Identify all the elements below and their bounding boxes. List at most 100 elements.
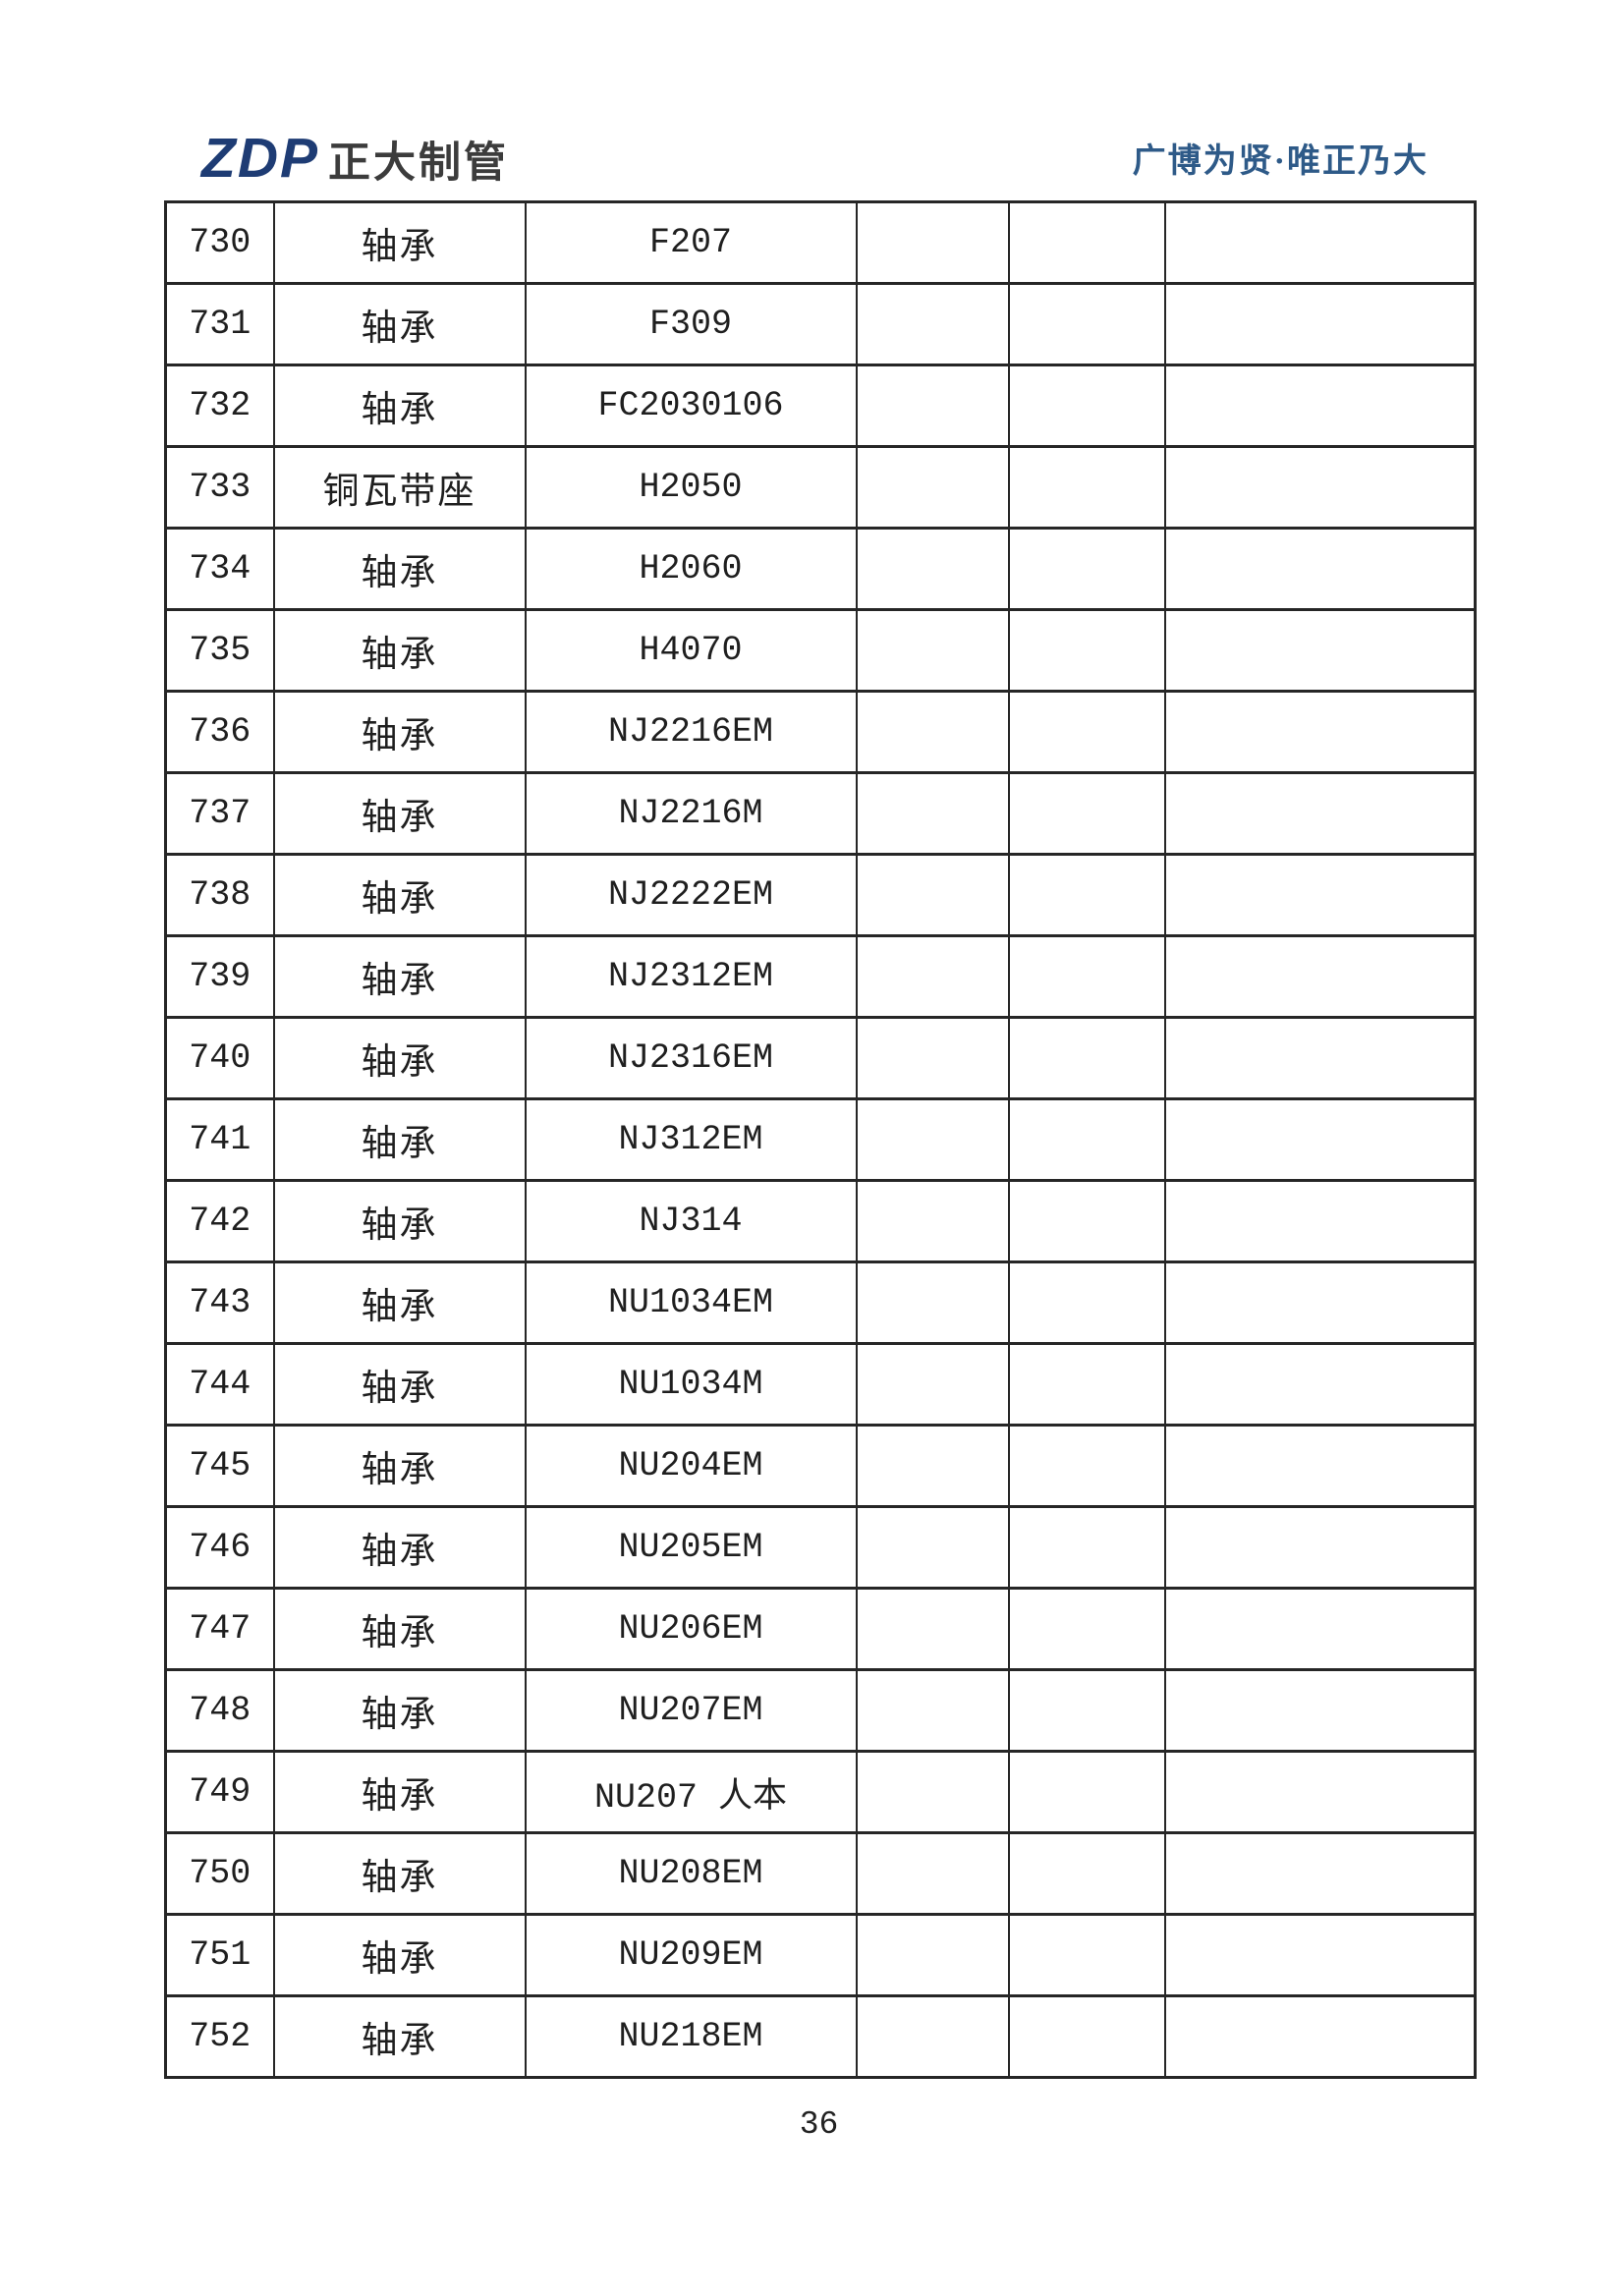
table-cell-item-name: 轴承	[272, 201, 526, 285]
table-cell-empty-col-3	[1163, 772, 1476, 856]
table-cell-item-name: 轴承	[272, 1751, 526, 1834]
table-cell-item-name: 轴承	[272, 1506, 526, 1590]
table-cell-empty-col-1	[855, 1425, 1009, 1508]
table-cell-empty-col-1	[855, 691, 1009, 774]
table-cell-empty-col-2	[1007, 1017, 1165, 1100]
table-cell-model-spec: NU1034M	[524, 1343, 857, 1427]
table-cell-row-index: 740	[165, 1017, 274, 1100]
table-cell-row-index: 748	[165, 1669, 274, 1753]
table-cell-empty-col-2	[1007, 1751, 1165, 1834]
table-cell-row-index: 737	[165, 772, 274, 856]
table-cell-model-spec: NJ314	[524, 1180, 857, 1263]
table-cell-empty-col-2	[1007, 1914, 1165, 1997]
table-cell-row-index: 734	[165, 528, 274, 611]
table-cell-empty-col-1	[855, 283, 1009, 366]
table-cell-item-name: 轴承	[272, 691, 526, 774]
table-row: 748 轴承 NU207EM	[165, 1669, 1476, 1753]
table-row: 752 轴承 NU218EM	[165, 1995, 1476, 2079]
table-cell-empty-col-2	[1007, 446, 1165, 530]
table-cell-empty-col-1	[855, 528, 1009, 611]
table-cell-row-index: 743	[165, 1261, 274, 1345]
table-row: 740 轴承 NJ2316EM	[165, 1017, 1476, 1100]
table-cell-empty-col-2	[1007, 772, 1165, 856]
table-cell-empty-col-1	[855, 609, 1009, 693]
table-cell-empty-col-3	[1163, 854, 1476, 937]
table-cell-model-spec: F207	[524, 201, 857, 285]
table-cell-empty-col-2	[1007, 691, 1165, 774]
table-cell-empty-col-2	[1007, 1261, 1165, 1345]
table-cell-item-name: 轴承	[272, 1180, 526, 1263]
table-cell-empty-col-3	[1163, 691, 1476, 774]
table-cell-empty-col-1	[855, 446, 1009, 530]
table-cell-row-index: 738	[165, 854, 274, 937]
company-slogan: 广博为贤·唯正乃大	[1132, 143, 1428, 180]
table-cell-model-spec: NU207EM	[524, 1669, 857, 1753]
table-cell-item-name: 轴承	[272, 1832, 526, 1916]
table-cell-empty-col-1	[855, 1506, 1009, 1590]
table-cell-empty-col-2	[1007, 528, 1165, 611]
table-cell-empty-col-3	[1163, 1914, 1476, 1997]
table-cell-row-index: 741	[165, 1098, 274, 1182]
table-cell-model-spec: NU209EM	[524, 1914, 857, 1997]
table-row: 739 轴承 NJ2312EM	[165, 935, 1476, 1019]
table-cell-row-index: 747	[165, 1588, 274, 1671]
table-row: 745 轴承 NU204EM	[165, 1425, 1476, 1508]
table-cell-row-index: 733	[165, 446, 274, 530]
table-cell-row-index: 739	[165, 935, 274, 1019]
table-cell-model-spec: NU206EM	[524, 1588, 857, 1671]
table-cell-item-name: 轴承	[272, 283, 526, 366]
table-cell-item-name: 轴承	[272, 935, 526, 1019]
table-cell-empty-col-2	[1007, 364, 1165, 448]
table-cell-empty-col-2	[1007, 1995, 1165, 2079]
table-cell-empty-col-2	[1007, 283, 1165, 366]
table-cell-row-index: 735	[165, 609, 274, 693]
logo-zdp-mark: ZDP	[201, 127, 319, 190]
table-cell-empty-col-1	[855, 772, 1009, 856]
table-cell-empty-col-3	[1163, 446, 1476, 530]
table-cell-model-spec: NJ2222EM	[524, 854, 857, 937]
table-row: 732 轴承 FC2030106	[165, 364, 1476, 448]
table-cell-model-spec: NJ2312EM	[524, 935, 857, 1019]
table-cell-empty-col-1	[855, 854, 1009, 937]
table-cell-empty-col-3	[1163, 1832, 1476, 1916]
table-cell-row-index: 749	[165, 1751, 274, 1834]
table-cell-item-name: 轴承	[272, 1261, 526, 1345]
table-row: 742 轴承 NJ314	[165, 1180, 1476, 1263]
table-cell-empty-col-3	[1163, 1098, 1476, 1182]
table-cell-empty-col-3	[1163, 935, 1476, 1019]
table-cell-empty-col-2	[1007, 201, 1165, 285]
table-cell-empty-col-3	[1163, 609, 1476, 693]
table-cell-model-spec: H4070	[524, 609, 857, 693]
table-cell-empty-col-2	[1007, 1506, 1165, 1590]
table-cell-model-spec: NJ2216EM	[524, 691, 857, 774]
table-cell-empty-col-3	[1163, 1669, 1476, 1753]
table-row: 736 轴承 NJ2216EM	[165, 691, 1476, 774]
table-cell-row-index: 742	[165, 1180, 274, 1263]
table-row: 741 轴承 NJ312EM	[165, 1098, 1476, 1182]
table-cell-empty-col-3	[1163, 1425, 1476, 1508]
table-row: 730 轴承 F207	[165, 201, 1476, 285]
table-row: 746 轴承 NU205EM	[165, 1506, 1476, 1590]
page-number: 36	[799, 2106, 839, 2143]
table-cell-empty-col-3	[1163, 1017, 1476, 1100]
table-cell-empty-col-1	[855, 201, 1009, 285]
table-cell-model-spec: NU204EM	[524, 1425, 857, 1508]
table-cell-empty-col-2	[1007, 1180, 1165, 1263]
company-logo: ZDP 正大制管	[201, 131, 509, 187]
table-row: 751 轴承 NU209EM	[165, 1914, 1476, 1997]
table-cell-empty-col-1	[855, 1669, 1009, 1753]
table-cell-empty-col-2	[1007, 1832, 1165, 1916]
table-cell-item-name: 轴承	[272, 772, 526, 856]
table-cell-model-spec: NJ312EM	[524, 1098, 857, 1182]
table-cell-empty-col-2	[1007, 609, 1165, 693]
table-row: 744 轴承 NU1034M	[165, 1343, 1476, 1427]
table-cell-empty-col-3	[1163, 201, 1476, 285]
table-cell-empty-col-1	[855, 1832, 1009, 1916]
table-cell-empty-col-1	[855, 1180, 1009, 1263]
table-row: 738 轴承 NJ2222EM	[165, 854, 1476, 937]
table-cell-row-index: 752	[165, 1995, 274, 2079]
table-cell-item-name: 轴承	[272, 1588, 526, 1671]
table-cell-model-spec: NU208EM	[524, 1832, 857, 1916]
table-cell-item-name: 轴承	[272, 1995, 526, 2079]
